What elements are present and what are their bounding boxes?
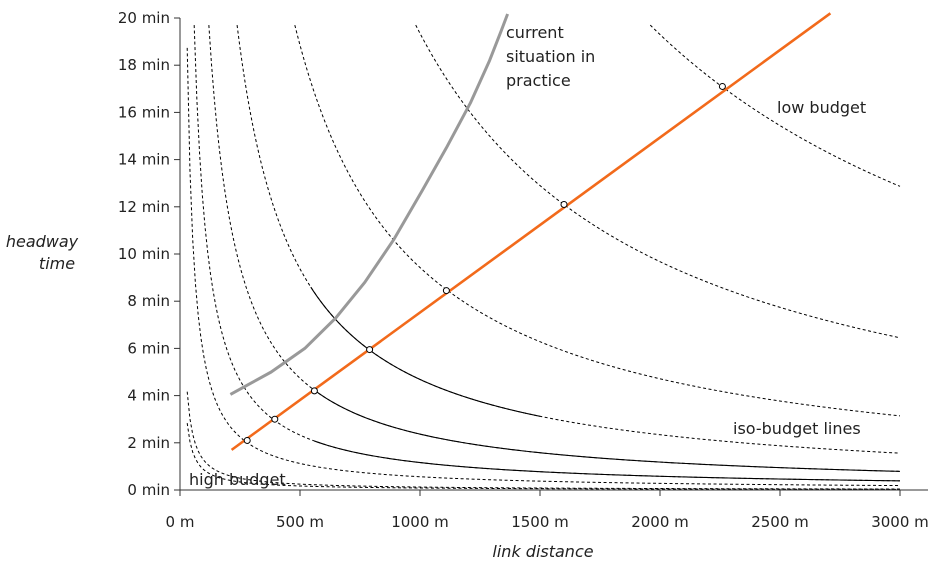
annotation-current-1: current bbox=[506, 23, 564, 42]
y-tick-label: 18 min bbox=[118, 56, 170, 74]
axes: 0 min 2 min 4 min 6 min 8 min 10 min 12 min 14 … bbox=[118, 9, 929, 531]
intersection-marker bbox=[442, 287, 450, 295]
iso-budget-curve-2 bbox=[186, 47, 901, 487]
x-axis-title: link distance bbox=[492, 542, 593, 561]
y-axis-title-line2: time bbox=[39, 254, 75, 273]
optimum-line bbox=[230, 12, 832, 451]
y-tick-label: 10 min bbox=[118, 245, 170, 263]
iso-budget-curve-3 bbox=[193, 25, 901, 482]
annotation-iso-budget: iso-budget lines bbox=[733, 419, 861, 438]
annotation-current-2: situation in bbox=[506, 47, 595, 66]
x-tick-label: 0 m bbox=[166, 513, 195, 531]
current-practice-layer bbox=[229, 13, 510, 396]
intersection-marker bbox=[271, 415, 279, 423]
x-ticks: 0 m 500 m 1000 m 1500 m 2000 m 2500 m 3000 m bbox=[166, 490, 929, 531]
y-tick-label: 16 min bbox=[118, 103, 170, 121]
iso-budget-solid-segment-3 bbox=[314, 440, 901, 482]
intersection-marker bbox=[366, 346, 374, 354]
annotation-high-budget: high budget bbox=[189, 470, 286, 489]
optimum-line-layer bbox=[230, 12, 832, 451]
iso-budget-curve-0 bbox=[186, 423, 900, 490]
y-tick-label: 0 min bbox=[127, 481, 170, 499]
intersection-marker bbox=[560, 200, 568, 208]
iso-budget-curves bbox=[186, 24, 901, 490]
x-tick-label: 1000 m bbox=[391, 513, 449, 531]
current-practice-curve bbox=[229, 13, 510, 396]
iso-budget-curve-1 bbox=[186, 391, 901, 490]
iso-budget-solid-segment-5 bbox=[310, 286, 541, 417]
y-tick-label: 20 min bbox=[118, 9, 170, 27]
iso-budget-curve-4 bbox=[208, 25, 901, 472]
x-tick-label: 3000 m bbox=[871, 513, 929, 531]
iso-budget-solid-segment-4 bbox=[314, 389, 901, 472]
y-tick-label: 6 min bbox=[127, 339, 170, 357]
y-tick-label: 8 min bbox=[127, 292, 170, 310]
intersection-marker bbox=[310, 387, 318, 395]
y-tick-label: 14 min bbox=[118, 151, 170, 169]
annotation-low-budget: low budget bbox=[777, 98, 866, 117]
y-tick-label: 4 min bbox=[127, 387, 170, 405]
y-tick-label: 2 min bbox=[127, 434, 170, 452]
x-tick-label: 1500 m bbox=[511, 513, 569, 531]
iso-budget-curve-8 bbox=[649, 24, 901, 187]
iso-budget-curve-6 bbox=[294, 24, 901, 417]
x-tick-label: 500 m bbox=[276, 513, 324, 531]
x-tick-label: 2000 m bbox=[631, 513, 689, 531]
x-tick-label: 2500 m bbox=[751, 513, 809, 531]
annotation-current-3: practice bbox=[506, 71, 571, 90]
intersection-marker bbox=[718, 82, 726, 90]
y-tick-label: 12 min bbox=[118, 198, 170, 216]
iso-budget-curve-7 bbox=[415, 24, 901, 339]
y-axis-title-line1: headway bbox=[6, 232, 79, 251]
intersection-marker bbox=[243, 436, 251, 444]
y-ticks: 0 min 2 min 4 min 6 min 8 min 10 min 12 min 14 … bbox=[118, 9, 180, 499]
